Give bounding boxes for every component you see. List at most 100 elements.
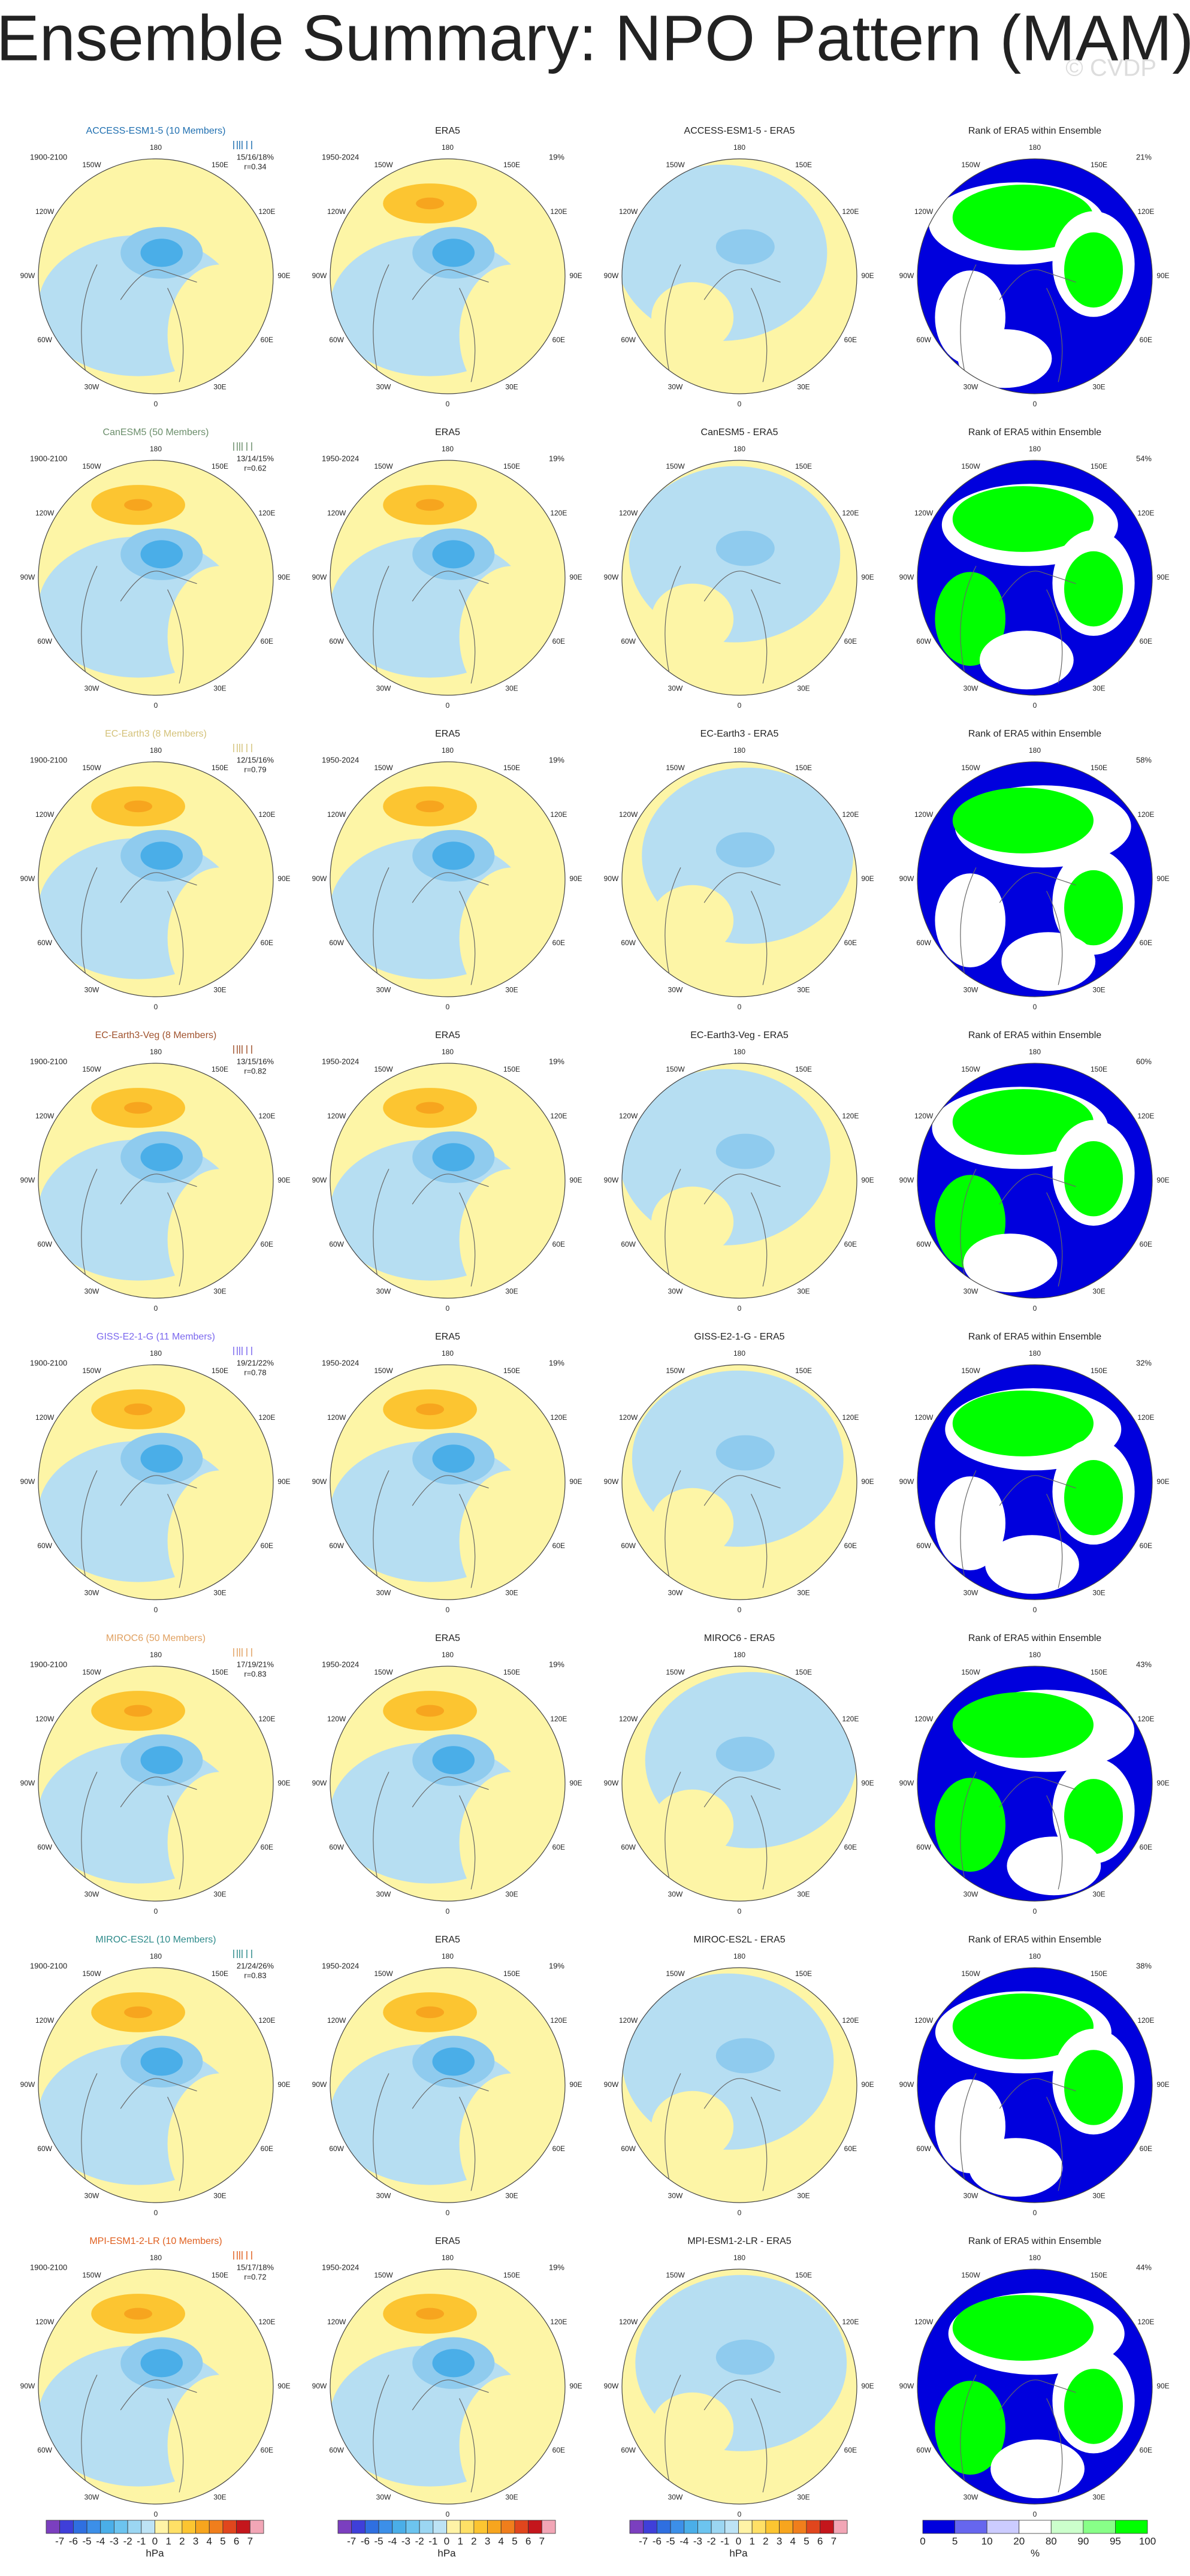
region	[990, 2439, 1085, 2499]
stats: 13/15/16%	[237, 1057, 274, 1066]
lon-label: 150W	[961, 1668, 980, 1676]
lon-label: 60E	[261, 336, 273, 344]
lon-label: 90E	[1156, 2080, 1169, 2089]
lon-label: 90W	[20, 1477, 35, 1486]
map	[38, 1063, 273, 1298]
lon-label: 120W	[327, 1112, 346, 1120]
lon-label: 90W	[604, 272, 619, 280]
lon-label: 0	[1033, 1304, 1037, 1313]
lon-label: 0	[446, 1907, 450, 1916]
lon-label: 120E	[1137, 810, 1154, 819]
map	[917, 1666, 1152, 1901]
lon-label: 150W	[666, 161, 685, 169]
lon-label: 120W	[914, 810, 934, 819]
lon-label: 60E	[552, 2144, 565, 2153]
lon-label: 90E	[1156, 1477, 1169, 1486]
lon-label: 30W	[668, 2192, 683, 2200]
lon-label: 150E	[212, 1065, 228, 1073]
lon-label: 60W	[329, 1542, 344, 1550]
pct: 19%	[549, 454, 564, 463]
lon-label: 60W	[621, 939, 636, 947]
lon-label: 0	[154, 1003, 158, 1011]
map	[622, 762, 857, 997]
lon-label: 120W	[619, 2318, 638, 2326]
region	[140, 1746, 183, 1775]
diff-title: EC-Earth3-Veg - ERA5	[690, 1030, 789, 1040]
lon-label: 0	[154, 1606, 158, 1614]
map	[917, 1063, 1152, 1298]
lon-label: 60W	[37, 336, 52, 344]
lon-label: 150E	[212, 764, 228, 772]
lon-label: 180	[150, 1651, 162, 1659]
lon-label: 120E	[1137, 1715, 1154, 1723]
map-border	[917, 460, 1153, 696]
region	[1007, 1836, 1101, 1896]
lon-label: 120W	[914, 2318, 934, 2326]
lon-label: 30W	[964, 986, 978, 994]
lon-label: 0	[154, 2510, 158, 2518]
colorbar-box	[222, 2520, 237, 2534]
pattern-corr: r=0.79	[244, 765, 266, 774]
lon-label: 90W	[604, 1176, 619, 1184]
lon-label: 90W	[604, 1477, 619, 1486]
lon-label: 150W	[961, 462, 980, 470]
diff-title: MIROC-ES2L - ERA5	[693, 1935, 785, 1945]
lon-label: 150W	[666, 462, 685, 470]
lon-label: 120E	[1137, 2016, 1154, 2025]
lon-label: 60E	[1140, 637, 1152, 645]
lon-label: 30E	[1092, 383, 1105, 391]
map-border	[38, 1666, 274, 1902]
stats: 15/16/18%	[237, 152, 274, 161]
lon-label: 120W	[619, 1715, 638, 1723]
stats: 21/24/26%	[237, 1961, 274, 1970]
map-border	[917, 1063, 1153, 1299]
lon-label: 150W	[666, 764, 685, 772]
pattern-corr: r=0.82	[244, 1066, 266, 1075]
coastline	[81, 1169, 197, 1287]
colorbar-box	[541, 2520, 556, 2534]
figure-title: Ensemble Summary: NPO Pattern (MAM)	[0, 2, 1190, 74]
region	[968, 2138, 1063, 2197]
map-border	[38, 1063, 274, 1299]
lon-label: 60E	[844, 1843, 857, 1851]
lon-label: 30W	[84, 1287, 99, 1296]
colorbar-box	[955, 2520, 987, 2534]
map-border	[917, 158, 1153, 394]
region	[416, 2006, 445, 2019]
lon-label: 120W	[914, 207, 934, 216]
coastline	[81, 867, 197, 985]
coastline	[960, 2073, 1076, 2191]
colorbar-label: -1	[720, 2535, 729, 2547]
colorbar-label: 100	[1139, 2535, 1156, 2547]
coastline	[81, 2375, 197, 2493]
lon-label: 120W	[914, 1413, 934, 1422]
lon-label: 60E	[1140, 336, 1152, 344]
map	[622, 1365, 857, 1600]
colorbar-label: 5	[220, 2535, 225, 2547]
map	[622, 1968, 857, 2203]
region	[432, 540, 475, 569]
lon-label: 30E	[505, 1287, 518, 1296]
lon-label: 0	[446, 1003, 450, 1011]
lon-label: 180	[442, 2254, 454, 2262]
region	[952, 1692, 1094, 1758]
colorbar-box	[168, 2520, 183, 2534]
period: 1950-2024	[322, 152, 359, 161]
colorbar-label: 4	[790, 2535, 796, 2547]
lon-label: 60E	[261, 1843, 273, 1851]
lon-label: 150W	[666, 1668, 685, 1676]
map-border	[330, 1666, 566, 1902]
region	[124, 1102, 153, 1114]
lon-label: 60W	[329, 2144, 344, 2153]
lon-label: 30E	[1092, 986, 1105, 994]
colorbar-box	[986, 2520, 1020, 2534]
lon-label: 30E	[797, 1890, 810, 1899]
map-border	[38, 460, 274, 696]
coastline	[373, 566, 489, 684]
colorbar-label: -1	[137, 2535, 146, 2547]
colorbar-label: -5	[83, 2535, 92, 2547]
lon-label: 0	[446, 1304, 450, 1313]
lon-label: 30E	[797, 383, 810, 391]
lon-label: 30W	[376, 684, 391, 693]
lon-label: 90W	[20, 2080, 35, 2089]
